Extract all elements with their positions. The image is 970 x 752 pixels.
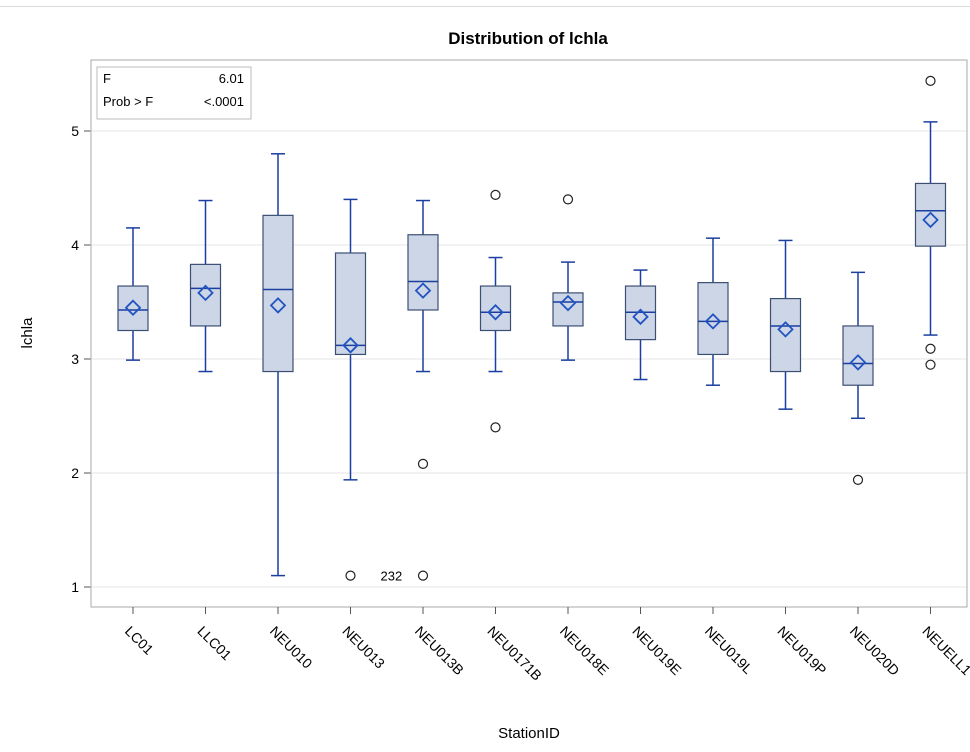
mean-marker xyxy=(704,313,722,330)
outlier-point xyxy=(925,75,936,86)
x-tick-label: NEU013 xyxy=(339,623,388,672)
stats-label: F xyxy=(103,71,111,86)
mean-marker xyxy=(487,303,504,321)
x-tick-label: NEU019E xyxy=(629,623,684,678)
x-tick-label: NEUELL1 xyxy=(919,623,970,678)
x-tick-label: NEU019P xyxy=(774,623,829,678)
x-tick-label: NEU019L xyxy=(702,623,756,677)
iqr-box xyxy=(479,285,512,332)
box-neu013: NEU013 xyxy=(334,198,388,672)
mean-marker xyxy=(197,284,214,302)
x-tick-label: NEU010 xyxy=(267,623,316,672)
stats-value: <.0001 xyxy=(204,94,244,109)
mean-marker xyxy=(849,354,867,371)
box-neu018e: NEU018E xyxy=(552,194,612,678)
box-lc01: LC01 xyxy=(117,227,157,658)
iqr-box xyxy=(262,214,294,373)
outlier-point xyxy=(852,474,864,485)
outlier-point xyxy=(562,194,574,205)
x-tick-label: LC01 xyxy=(122,623,157,658)
box-neu019l: NEU019L xyxy=(697,237,756,677)
outlier-point xyxy=(925,359,936,370)
box-neu019e: NEU019E xyxy=(624,269,685,678)
outlier-point xyxy=(925,343,936,354)
mean-marker xyxy=(777,321,794,338)
x-tick-label: NEU013B xyxy=(412,623,467,678)
iqr-box xyxy=(769,297,802,373)
x-axis-label: StationID xyxy=(498,725,560,742)
outlier-id-label: 232 xyxy=(381,569,403,584)
iqr-box xyxy=(117,285,149,332)
y-axis-label: lchla xyxy=(19,317,36,349)
y-tick-label: 1 xyxy=(71,579,79,595)
y-tick-label: 3 xyxy=(71,351,79,367)
box-neu0171b: NEU0171B xyxy=(479,189,545,684)
box-neu020d: NEU020D xyxy=(842,271,903,679)
outlier-point xyxy=(490,422,501,433)
x-tick-label: NEU0171B xyxy=(484,623,545,684)
y-tick-label: 2 xyxy=(71,465,79,481)
outlier-point xyxy=(345,570,356,581)
x-tick-label: NEU020D xyxy=(847,623,903,679)
iqr-box xyxy=(697,282,729,356)
mean-marker xyxy=(124,299,142,316)
iqr-box xyxy=(189,263,222,327)
stats-inset-box xyxy=(96,66,252,120)
box-neu019p: NEU019P xyxy=(769,239,830,678)
iqr-box xyxy=(914,182,947,247)
mean-marker xyxy=(559,294,577,312)
y-tick-label: 4 xyxy=(71,237,79,253)
stats-value: 6.01 xyxy=(219,71,244,86)
plot-frame xyxy=(90,59,968,608)
mean-marker xyxy=(342,337,359,354)
box-neu010: NEU010 xyxy=(262,153,316,672)
box-llc01: LLC01 xyxy=(189,199,235,664)
box-neuell1: NEUELL1 xyxy=(914,75,970,678)
mean-marker xyxy=(922,211,939,229)
outlier-point xyxy=(417,570,429,581)
x-tick-label: LLC01 xyxy=(194,623,235,664)
top-divider xyxy=(0,6,970,7)
x-tick-label: NEU018E xyxy=(557,623,612,678)
outlier-point xyxy=(417,458,429,469)
stats-label: Prob > F xyxy=(103,94,153,109)
chart-title: Distribution of lchla xyxy=(448,29,608,48)
outlier-point xyxy=(490,189,501,200)
mean-marker xyxy=(414,282,432,299)
mean-marker xyxy=(269,297,287,314)
y-tick-label: 5 xyxy=(71,123,79,139)
mean-marker xyxy=(632,308,649,326)
